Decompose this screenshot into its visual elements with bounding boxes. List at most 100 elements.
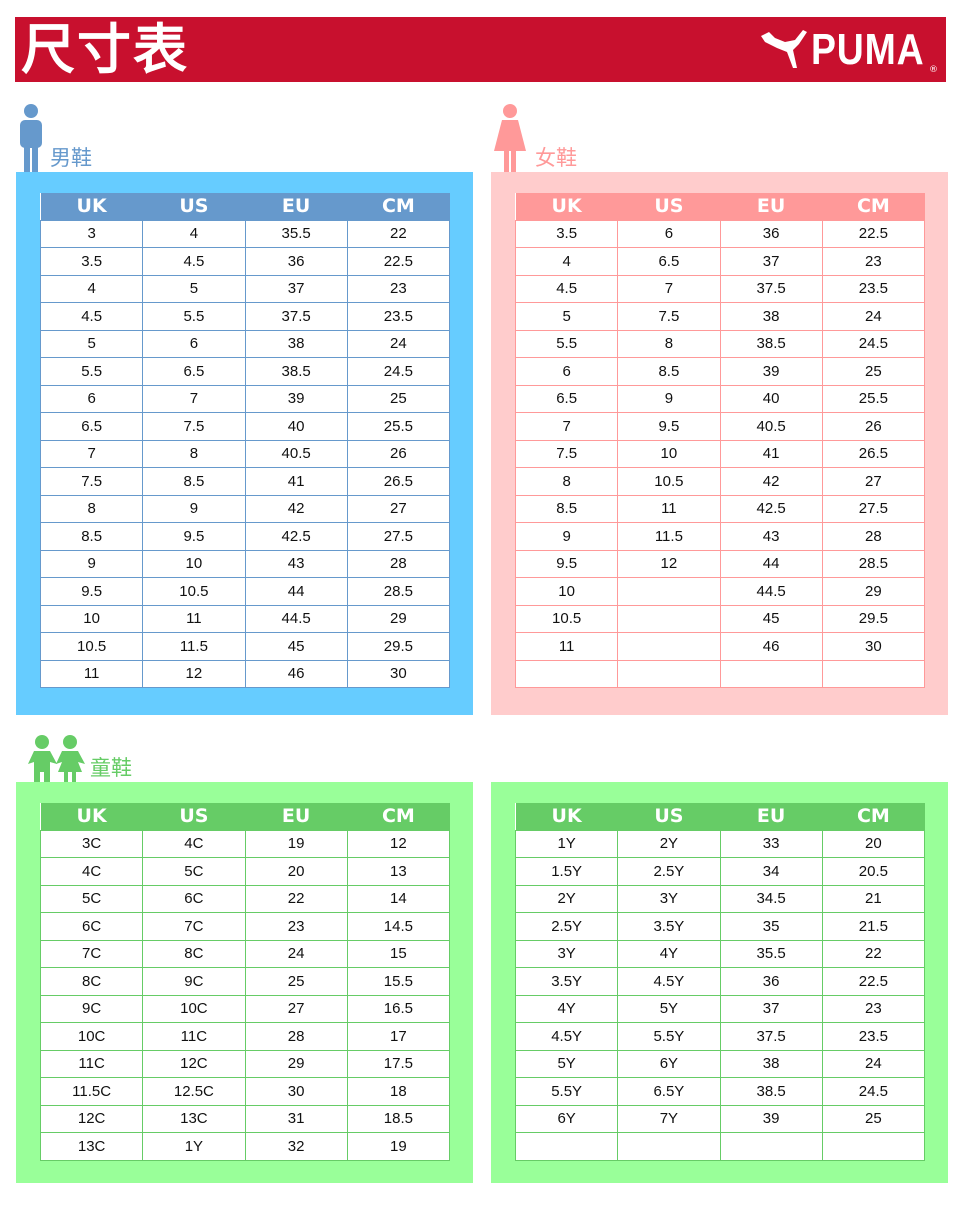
column-header-eu: EU: [720, 193, 823, 220]
size-cell-uk: 4: [514, 247, 619, 276]
size-cell-eu: 40: [719, 384, 823, 413]
size-cell-eu: 37.5: [244, 302, 348, 331]
size-cell-uk: 8: [514, 467, 619, 496]
table-row: 9 11.5 43 28: [514, 522, 926, 551]
table-row: 8 10.5 42 27: [514, 467, 926, 496]
size-cell-us: 13C: [142, 1104, 246, 1133]
size-cell-uk: 5C: [39, 884, 144, 913]
size-cell-uk: 5Y: [514, 1049, 619, 1078]
table-row: 8 9 42 27: [39, 494, 451, 523]
size-cell-eu: 34.5: [719, 884, 823, 913]
size-cell-eu: [719, 1132, 823, 1161]
size-cell-eu: 38: [719, 302, 823, 331]
table-row: 4Y 5Y 37 23: [514, 994, 926, 1023]
size-cell-uk: 4.5Y: [514, 1022, 619, 1051]
table-row: 6.5 7.5 40 25.5: [39, 412, 451, 441]
size-cell-cm: [821, 1132, 926, 1161]
size-cell-uk: 13C: [39, 1132, 144, 1161]
size-cell-cm: 22.5: [821, 967, 926, 996]
kids-label: 童鞋: [90, 756, 132, 780]
size-cell-cm: 27.5: [821, 494, 926, 523]
header-row: UK US EU CM: [515, 193, 925, 220]
table-row: 4 6.5 37 23: [514, 247, 926, 276]
size-cell-us: 6: [617, 219, 721, 248]
table-row: 8C 9C 25 15.5: [39, 967, 451, 996]
table-row: 8.5 9.5 42.5 27.5: [39, 522, 451, 551]
size-cell-eu: 44: [244, 577, 348, 606]
table-row: 7.5 10 41 26.5: [514, 439, 926, 468]
table-row: 3.5 4.5 36 22.5: [39, 247, 451, 276]
size-cell-cm: 22.5: [346, 247, 451, 276]
size-cell-uk: 8C: [39, 967, 144, 996]
size-cell-cm: 13: [346, 857, 451, 886]
size-cell-us: 8: [142, 439, 246, 468]
size-cell-eu: 36: [244, 247, 348, 276]
kids-size-table-right: UK US EU CM 1Y 2Y 33 20 1.5Y 2.5Y 34 20.5 2Y 3Y 34.5 21…: [514, 803, 926, 1161]
size-cell-us: 4: [142, 219, 246, 248]
size-cell-uk: 11: [514, 632, 619, 661]
women-size-table: UK US EU CM 3.5 6 36 22.5 4 6.5 37 23 4.5 7 37.5 23.5 5 7…: [514, 193, 926, 688]
table-row: 6 8.5 39 25: [514, 357, 926, 386]
column-header-uk: UK: [40, 803, 143, 830]
size-cell-uk: 9.5: [514, 549, 619, 578]
table-row: 8.5 11 42.5 27.5: [514, 494, 926, 523]
size-cell-uk: 10: [514, 577, 619, 606]
size-cell-eu: 42: [244, 494, 348, 523]
table-row: 3Y 4Y 35.5 22: [514, 939, 926, 968]
size-cell-us: 5: [142, 274, 246, 303]
size-cell-eu: 35.5: [244, 219, 348, 248]
size-cell-cm: 29.5: [821, 604, 926, 633]
size-cell-uk: 10.5: [39, 632, 144, 661]
table-row: 10C 11C 28 17: [39, 1022, 451, 1051]
size-cell-cm: 27.5: [346, 522, 451, 551]
size-cell-us: 6.5: [617, 247, 721, 276]
size-cell-eu: 38.5: [244, 357, 348, 386]
size-cell-cm: 18.5: [346, 1104, 451, 1133]
size-cell-cm: 12: [346, 829, 451, 858]
table-row: 11 46 30: [514, 632, 926, 661]
table-row: 9.5 12 44 28.5: [514, 549, 926, 578]
size-cell-us: 7C: [142, 912, 246, 941]
table-row: 6Y 7Y 39 25: [514, 1104, 926, 1133]
size-cell-us: 7: [142, 384, 246, 413]
brand-name: PUMA: [811, 25, 925, 74]
size-cell-us: 7.5: [617, 302, 721, 331]
size-cell-cm: 23.5: [346, 302, 451, 331]
size-cell-us: 10.5: [142, 577, 246, 606]
size-cell-us: 11: [617, 494, 721, 523]
size-cell-us: 12C: [142, 1049, 246, 1078]
size-cell-uk: 3Y: [514, 939, 619, 968]
size-cell-us: [617, 1132, 721, 1161]
size-cell-eu: 43: [244, 549, 348, 578]
size-cell-eu: 40.5: [244, 439, 348, 468]
size-cell-cm: 16.5: [346, 994, 451, 1023]
size-cell-us: 10: [142, 549, 246, 578]
header-banner: 尺寸表 PUMA ®: [15, 17, 946, 82]
table-row: 5C 6C 22 14: [39, 884, 451, 913]
column-header-uk: UK: [515, 803, 618, 830]
table-row: 9C 10C 27 16.5: [39, 994, 451, 1023]
size-cell-uk: 10.5: [514, 604, 619, 633]
size-cell-cm: 15.5: [346, 967, 451, 996]
size-cell-uk: 9.5: [39, 577, 144, 606]
table-row: 5Y 6Y 38 24: [514, 1049, 926, 1078]
size-cell-us: [617, 632, 721, 661]
size-cell-eu: 25: [244, 967, 348, 996]
size-cell-cm: 26.5: [346, 467, 451, 496]
size-cell-eu: 44: [719, 549, 823, 578]
size-cell-us: [617, 659, 721, 688]
size-cell-eu: 43: [719, 522, 823, 551]
size-cell-uk: 12C: [39, 1104, 144, 1133]
size-cell-us: 5.5: [142, 302, 246, 331]
size-cell-us: 5C: [142, 857, 246, 886]
size-cell-us: 11: [142, 604, 246, 633]
size-cell-us: 3Y: [617, 884, 721, 913]
column-header-eu: EU: [245, 193, 348, 220]
size-cell-us: 11C: [142, 1022, 246, 1051]
size-cell-cm: 26.5: [821, 439, 926, 468]
size-cell-uk: 6C: [39, 912, 144, 941]
column-header-us: US: [142, 803, 245, 830]
column-header-uk: UK: [40, 193, 143, 220]
woman-icon: [494, 104, 526, 173]
size-cell-us: 7Y: [617, 1104, 721, 1133]
